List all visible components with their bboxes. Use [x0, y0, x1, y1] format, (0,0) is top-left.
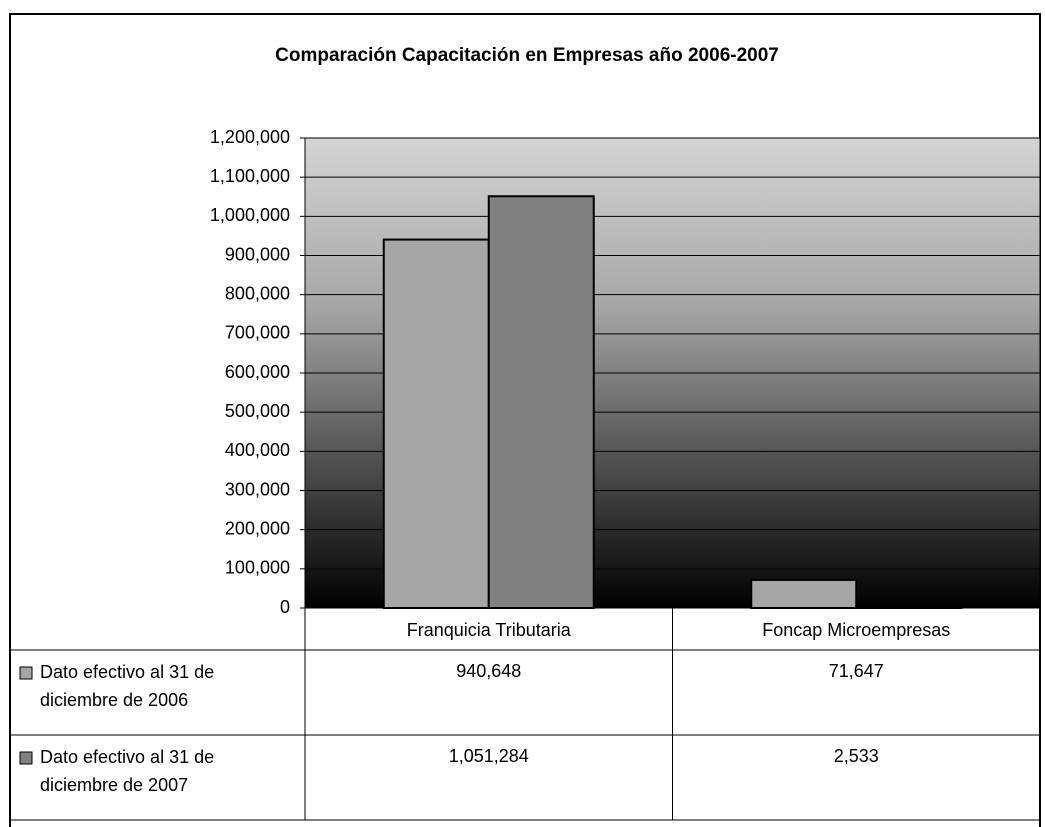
- bar: [382, 238, 490, 609]
- legend-swatch: [19, 666, 33, 680]
- y-tick-label: 0: [280, 597, 290, 617]
- table-value: 1,051,284: [449, 746, 529, 766]
- y-tick-label: 300,000: [225, 479, 290, 499]
- x-tick-label: Foncap Microempresas: [762, 620, 950, 640]
- bar: [487, 195, 595, 609]
- y-tick-label: 200,000: [225, 518, 290, 538]
- bar: [855, 606, 963, 610]
- y-tick-label: 900,000: [225, 244, 290, 264]
- y-tick-label: 1,200,000: [210, 127, 290, 147]
- y-tick-label: 500,000: [225, 401, 290, 421]
- table-value: 940,648: [456, 661, 521, 681]
- legend-swatch: [19, 751, 33, 765]
- y-tick-label: 1,000,000: [210, 205, 290, 225]
- data-table-grid: [9, 608, 1041, 821]
- x-tick-label: Franquicia Tributaria: [407, 620, 572, 640]
- y-tick-label: 600,000: [225, 362, 290, 382]
- y-tick-label: 700,000: [225, 323, 290, 343]
- bar: [750, 578, 858, 609]
- y-tick-label: 100,000: [225, 558, 290, 578]
- legend-label: Dato efectivo al 31 de diciembre de 2006: [40, 662, 215, 710]
- y-tick-label: 400,000: [225, 440, 290, 460]
- y-tick-label: 800,000: [225, 283, 290, 303]
- chart-title: Comparación Capacitación en Empresas año…: [275, 45, 779, 66]
- legend-label: Dato efectivo al 31 de diciembre de 2007: [40, 747, 215, 795]
- y-tick-label: 1,100,000: [210, 166, 290, 186]
- table-value: 2,533: [834, 746, 879, 766]
- table-value: 71,647: [829, 661, 884, 681]
